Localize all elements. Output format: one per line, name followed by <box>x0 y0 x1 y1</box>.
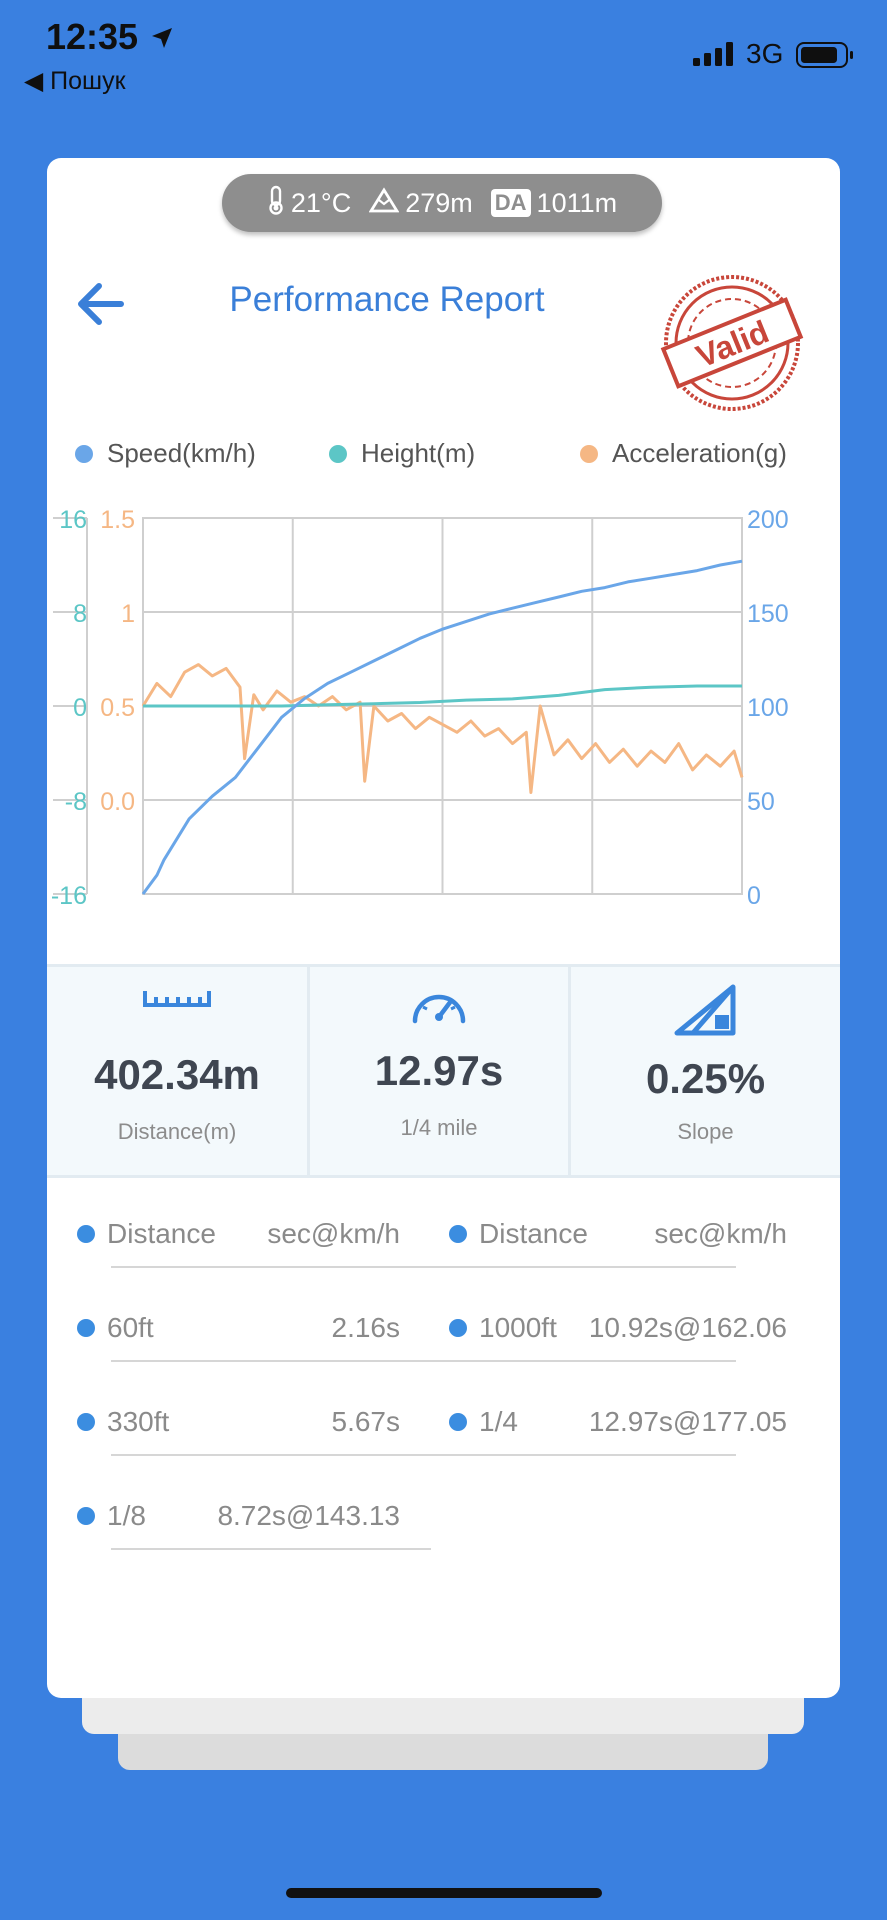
legend-acceleration-dot <box>580 444 598 463</box>
table-row: 330ft 5.67s 1/4 12.97s@177.05 <box>47 1406 840 1446</box>
density-altitude-value: 1011m <box>536 187 618 218</box>
divider <box>111 1454 736 1456</box>
height-axis: 16 8 0 -8 -16 <box>51 506 87 910</box>
header-left-result: sec@km/h <box>267 1218 400 1249</box>
location-arrow-icon <box>150 26 174 55</box>
acceleration-axis: 1.5 1 0.5 0.0 <box>100 506 135 816</box>
speed-tick-label: 0 <box>747 882 761 910</box>
table-header-row: Distance sec@km/h Distance sec@km/h <box>47 1218 840 1258</box>
height-tick-label: -8 <box>65 788 87 816</box>
legend-acceleration-label: Acceleration(g) <box>612 438 787 468</box>
performance-chart: 16 8 0 -8 -16 1.5 1 0.5 0.0 200 150 100 50 0 <box>51 506 789 910</box>
altitude-item: 279m <box>368 186 473 220</box>
acceleration-tick-label: 1 <box>121 600 135 628</box>
split-right-distance: 1/4 <box>449 1406 518 1438</box>
legend-height-label: Height(m) <box>361 438 476 468</box>
cellular-signal-icon <box>693 42 737 71</box>
metric-quarter-mile-label: 1/4 mile <box>400 1115 478 1140</box>
temperature-value: 21°C <box>290 187 352 218</box>
metric-slope: 0.25% Slope <box>571 967 840 1175</box>
split-left-result: 5.67s <box>331 1406 401 1437</box>
valid-stamp: Valid <box>657 268 807 423</box>
environment-pill: 21°C 279m DA 1011m <box>222 174 662 232</box>
metric-distance-value: 402.34m <box>94 1051 260 1098</box>
home-indicator[interactable] <box>286 1888 602 1898</box>
speedometer-icon <box>310 981 568 1025</box>
network-type: 3G <box>746 38 784 69</box>
legend-speed-dot <box>75 444 93 463</box>
split-left-result: 2.16s <box>331 1312 401 1343</box>
metric-slope-value: 0.25% <box>645 1055 766 1102</box>
status-time: 12:35 <box>46 16 139 57</box>
speed-tick-label: 200 <box>747 506 789 534</box>
performance-report-card: 21°C 279m DA 1011m Performance Report Va… <box>47 158 840 1698</box>
header-right-result: sec@km/h <box>654 1218 787 1249</box>
acceleration-tick-label: 0.0 <box>100 788 135 816</box>
metric-distance: 402.34m Distance(m) <box>47 967 310 1175</box>
chart-legend: Speed(km/h) Height(m) Acceleration(g) <box>47 438 840 478</box>
series-line-speed <box>141 559 743 895</box>
divider <box>111 1360 736 1362</box>
metrics-panel: 402.34m Distance(m) 12.97s 1/4 mile 0.25… <box>47 964 840 1178</box>
header-right-distance: Distance <box>449 1218 588 1250</box>
table-row: 1/8 8.72s@143.13 <box>47 1500 840 1540</box>
density-altitude-item: DA 1011m <box>490 187 618 219</box>
page-title: Performance Report <box>229 280 545 319</box>
metric-quarter-mile-value: 12.97s <box>374 1047 504 1094</box>
speed-axis: 200 150 100 50 0 <box>747 506 789 910</box>
series-line-height <box>143 684 742 708</box>
metric-slope-label: Slope <box>677 1119 734 1144</box>
back-arrow-icon[interactable] <box>71 274 131 339</box>
temperature-item: 21°C <box>267 185 351 222</box>
metric-quarter-mile: 12.97s 1/4 mile <box>310 967 571 1175</box>
acceleration-tick-label: 0.5 <box>100 694 135 722</box>
split-right-result: 10.92s@162.06 <box>588 1312 787 1343</box>
altitude-value: 279m <box>405 187 473 218</box>
split-right-result: 12.97s@177.05 <box>588 1406 787 1437</box>
thermometer-icon <box>267 185 285 222</box>
density-altitude-badge: DA <box>490 189 531 217</box>
table-row: 60ft 2.16s 1000ft 10.92s@162.06 <box>47 1312 840 1352</box>
split-left-distance: 60ft <box>77 1312 154 1344</box>
speed-tick-label: 100 <box>747 694 789 722</box>
ruler-icon <box>47 981 307 1011</box>
height-tick-label: 0 <box>73 694 87 722</box>
header-left-dot <box>77 1225 95 1243</box>
slope-icon <box>571 981 840 1037</box>
series-line-acceleration <box>141 663 744 794</box>
split-right-distance: 1000ft <box>449 1312 557 1344</box>
metric-distance-label: Distance(m) <box>117 1119 237 1144</box>
speed-tick-label: 150 <box>747 600 789 628</box>
acceleration-tick-label: 1.5 <box>100 506 135 534</box>
header-left-distance: Distance <box>77 1218 216 1250</box>
legend-speed-label: Speed(km/h) <box>107 438 256 468</box>
battery-icon <box>796 42 854 73</box>
legend-speed: Speed(km/h) <box>75 438 256 469</box>
legend-height-dot <box>329 444 347 463</box>
legend-acceleration: Acceleration(g) <box>580 438 787 469</box>
back-to-app-link[interactable]: ◀ Пошук <box>24 67 126 95</box>
split-left-result: 8.72s@143.13 <box>217 1500 400 1531</box>
height-tick-label: -16 <box>51 882 87 910</box>
divider <box>111 1266 736 1268</box>
chart-series <box>141 559 744 895</box>
status-bar: 12:35 ◀ Пошук 3G <box>0 0 887 100</box>
split-left-distance: 330ft <box>77 1406 169 1438</box>
divider <box>111 1548 431 1550</box>
header-right-dot <box>449 1225 467 1243</box>
height-tick-label: 8 <box>73 600 87 628</box>
speed-tick-label: 50 <box>747 788 775 816</box>
legend-height: Height(m) <box>329 438 475 469</box>
split-left-distance: 1/8 <box>77 1500 146 1532</box>
height-tick-label: 16 <box>59 506 87 534</box>
mountain-icon <box>368 186 400 220</box>
